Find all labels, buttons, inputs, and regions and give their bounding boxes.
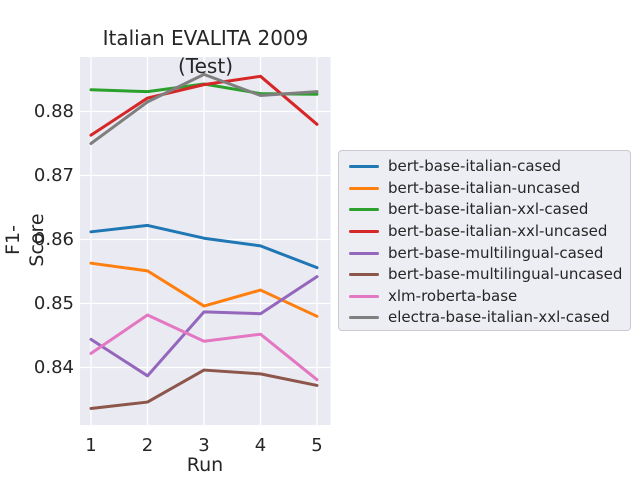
- x-tick-label: 1: [85, 435, 97, 456]
- legend-label: bert-base-italian-xxl-cased: [388, 200, 589, 219]
- x-tick-label: 3: [198, 435, 210, 456]
- legend-line-swatch: [349, 208, 379, 212]
- series-line-bert-base-italian-uncased: [89, 261, 319, 318]
- legend-item: electra-base-italian-xxl-cased: [349, 307, 630, 329]
- legend-line-swatch: [349, 273, 379, 277]
- legend-item: bert-base-italian-xxl-cased: [349, 199, 630, 221]
- legend-item: bert-base-italian-cased: [349, 156, 630, 178]
- y-tick-label: 0.88: [33, 100, 74, 122]
- y-tick-label: 0.86: [33, 228, 74, 250]
- y-tick-label: 0.87: [33, 164, 74, 186]
- series-line-bert-base-italian-xxl-uncased: [89, 74, 319, 137]
- plot-background: [80, 57, 331, 425]
- legend-label: bert-base-multilingual-cased: [388, 243, 604, 262]
- series-line-bert-base-italian-cased: [89, 223, 319, 270]
- legend-line-swatch: [349, 165, 379, 169]
- legend-label: bert-base-italian-uncased: [388, 178, 581, 197]
- legend-line-swatch: [349, 316, 379, 320]
- x-tick-label: 4: [254, 435, 267, 456]
- series-line-bert-base-multilingual-cased: [89, 275, 319, 378]
- legend-label: bert-base-multilingual-uncased: [388, 265, 623, 284]
- legend-item: xlm-roberta-base: [349, 286, 630, 308]
- y-tick-label: 0.84: [33, 356, 74, 378]
- y-axis-label: F1-Score: [2, 213, 48, 267]
- series-line-bert-base-multilingual-uncased: [89, 368, 319, 410]
- x-tick-label: 2: [141, 435, 154, 456]
- series-line-xlm-roberta-base: [89, 313, 319, 382]
- series-line-electra-base-italian-xxl-cased: [89, 72, 319, 145]
- legend: bert-base-italian-cased bert-base-italian…: [338, 150, 631, 331]
- legend-item: bert-base-italian-uncased: [349, 178, 630, 200]
- legend-label: xlm-roberta-base: [388, 286, 518, 305]
- x-tick-label: 5: [311, 435, 323, 456]
- legend-item: bert-base-italian-xxl-uncased: [349, 221, 630, 243]
- legend-item: bert-base-multilingual-uncased: [349, 264, 630, 286]
- legend-label: electra-base-italian-xxl-cased: [388, 308, 610, 327]
- legend-line-swatch: [349, 186, 379, 190]
- legend-label: bert-base-italian-xxl-uncased: [388, 222, 608, 241]
- legend-line-swatch: [349, 294, 379, 298]
- y-tick-label: 0.85: [33, 292, 74, 314]
- legend-line-swatch: [349, 230, 379, 234]
- legend-item: bert-base-multilingual-cased: [349, 242, 630, 264]
- x-axis-label: Run: [186, 454, 224, 476]
- legend-line-swatch: [349, 251, 379, 255]
- chart-title: Italian EVALITA 2009 (Test): [102, 26, 309, 78]
- legend-label: bert-base-italian-cased: [388, 157, 562, 176]
